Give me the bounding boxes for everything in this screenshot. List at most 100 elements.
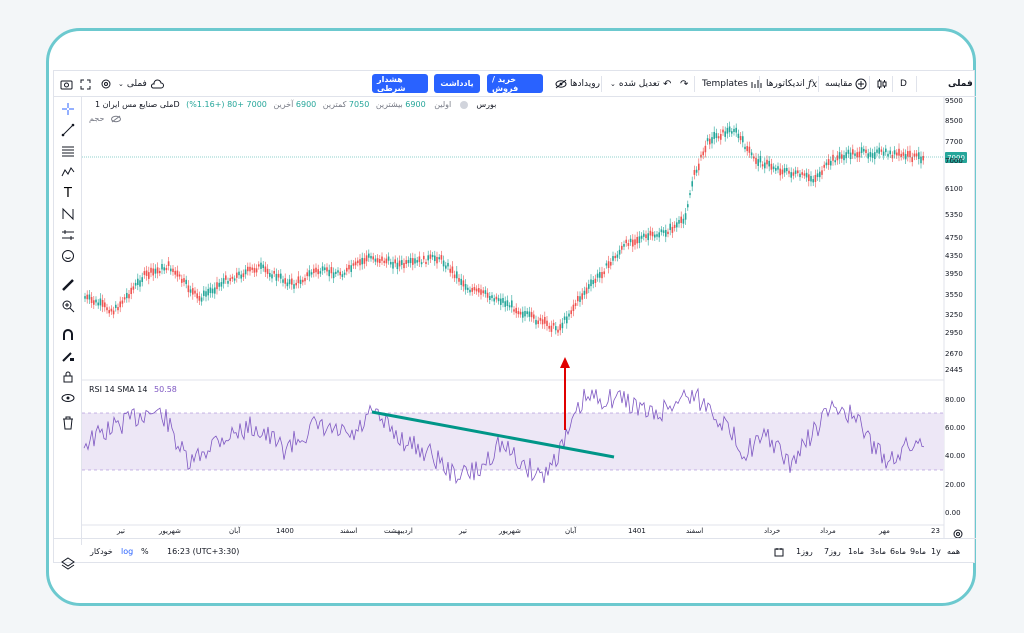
- text-tool[interactable]: T: [59, 185, 77, 201]
- candle-body: [849, 152, 852, 160]
- candle-body: [579, 296, 581, 302]
- crosshair-tool[interactable]: [59, 101, 77, 117]
- time-tick-label: تیر: [459, 527, 467, 535]
- range-button[interactable]: همه: [947, 547, 961, 556]
- pattern-tool[interactable]: [59, 164, 77, 180]
- candle-body: [860, 147, 863, 153]
- range-button[interactable]: 1روز: [796, 547, 813, 556]
- candle-body: [781, 169, 784, 175]
- candle-body: [152, 268, 154, 276]
- candle-body: [904, 154, 907, 160]
- symbol-search[interactable]: فملی: [948, 79, 973, 89]
- candle-body: [341, 274, 344, 277]
- candle-body: [704, 145, 707, 153]
- pencil-lock-icon: [62, 352, 74, 362]
- candle-body: [706, 138, 709, 142]
- candle-body: [352, 263, 355, 266]
- collapse-legend-button[interactable]: [459, 100, 468, 109]
- ruler-tool[interactable]: [59, 277, 77, 293]
- candle-body: [172, 268, 174, 273]
- trash-icon: [63, 416, 73, 430]
- fib-retracement-icon: [62, 146, 74, 157]
- emoji-tool[interactable]: [59, 248, 77, 264]
- undo-button[interactable]: ↶: [659, 71, 675, 97]
- trading-chart-app: ⌄ فملی هشدار شرطی یادداشت خرید / فروش رو…: [53, 70, 976, 570]
- candle-body: [185, 279, 187, 285]
- events-button[interactable]: رویدادها: [551, 71, 604, 97]
- hide-drawings-tool[interactable]: [59, 390, 77, 406]
- candle-body: [478, 288, 480, 293]
- range-button[interactable]: 9ماه: [910, 547, 927, 556]
- alert-button[interactable]: هشدار شرطی: [372, 74, 428, 93]
- candle-body: [277, 273, 280, 278]
- open-label: اولین: [434, 100, 452, 109]
- drawing-toolbar: T: [54, 97, 82, 570]
- candle-body: [601, 272, 603, 279]
- candle-body: [561, 322, 564, 329]
- legend-title: ملی صنایع مس ایران: [102, 100, 174, 109]
- measure-tool[interactable]: [59, 227, 77, 243]
- range-button[interactable]: 1y: [931, 547, 941, 556]
- candle-body: [821, 170, 823, 175]
- indicators-button[interactable]: اندیکاتورها ƒx: [762, 71, 821, 97]
- trendline-tool[interactable]: [59, 122, 77, 138]
- indicators-label: اندیکاتورها: [766, 79, 805, 89]
- date-range-icon-wrap[interactable]: [774, 547, 784, 559]
- candle-body: [260, 262, 262, 269]
- fullscreen-button[interactable]: [76, 71, 95, 97]
- candle-body: [497, 298, 500, 302]
- redo-button[interactable]: ↷: [676, 71, 692, 97]
- auto-scale-toggle[interactable]: خودکار: [90, 547, 113, 556]
- last-price-tag: 7000: [945, 152, 967, 163]
- lock-tool[interactable]: [59, 369, 77, 385]
- templates-icon: [751, 80, 762, 88]
- fib-tool[interactable]: [59, 143, 77, 159]
- candle-body: [418, 256, 421, 263]
- log-scale-toggle[interactable]: log: [121, 547, 134, 556]
- candle-body: [335, 271, 337, 274]
- candle-body: [524, 310, 526, 317]
- drawing-mode-tool[interactable]: [59, 348, 77, 364]
- zoom-tool[interactable]: [59, 298, 77, 314]
- range-button[interactable]: 7روز: [824, 547, 841, 556]
- candle-body: [414, 258, 416, 264]
- candle-body: [823, 164, 825, 168]
- candle-body: [93, 300, 95, 305]
- percent-scale-toggle[interactable]: %: [141, 547, 149, 556]
- note-button[interactable]: یادداشت: [434, 74, 480, 93]
- candle-body: [471, 287, 473, 292]
- candle-body: [262, 264, 264, 269]
- candle-body: [871, 153, 874, 158]
- candle-body: [502, 297, 504, 303]
- templates-label: Templates: [702, 79, 748, 89]
- layout-menu[interactable]: ⌄ فملی: [114, 71, 168, 97]
- candle-body: [240, 274, 242, 279]
- object-tree-tool[interactable]: [59, 555, 77, 571]
- open-value: 6900: [405, 100, 426, 109]
- eye-off-icon[interactable]: [110, 115, 121, 123]
- compare-button[interactable]: مقایسه: [821, 71, 871, 97]
- chart-type-button[interactable]: [872, 71, 892, 97]
- forecast-tool[interactable]: [59, 206, 77, 222]
- range-button[interactable]: 3ماه: [870, 547, 887, 556]
- magnet-tool[interactable]: [59, 327, 77, 343]
- interval-button[interactable]: D: [900, 79, 907, 89]
- candle-body: [792, 172, 795, 176]
- remove-drawings-tool[interactable]: [59, 415, 77, 431]
- range-button[interactable]: 1ماه: [848, 547, 865, 556]
- candle-body: [638, 236, 641, 243]
- candle-body: [629, 238, 632, 243]
- adjust-menu[interactable]: ⌄ تعدیل شده: [606, 71, 664, 97]
- candle-body: [715, 133, 718, 139]
- buy-sell-button[interactable]: خرید / فروش: [487, 74, 543, 93]
- timezone-display[interactable]: 16:23 (UTC+3:30): [167, 547, 240, 556]
- toolbar-divider: [818, 76, 819, 92]
- candle-body: [156, 267, 159, 274]
- candle-body: [372, 256, 374, 260]
- rsi-tick-label: 60.00: [945, 424, 966, 432]
- snapshot-button[interactable]: [56, 71, 77, 97]
- candle-body: [711, 137, 713, 144]
- range-button[interactable]: 6ماه: [890, 547, 907, 556]
- templates-button[interactable]: Templates: [698, 71, 767, 97]
- settings-button[interactable]: [96, 71, 116, 97]
